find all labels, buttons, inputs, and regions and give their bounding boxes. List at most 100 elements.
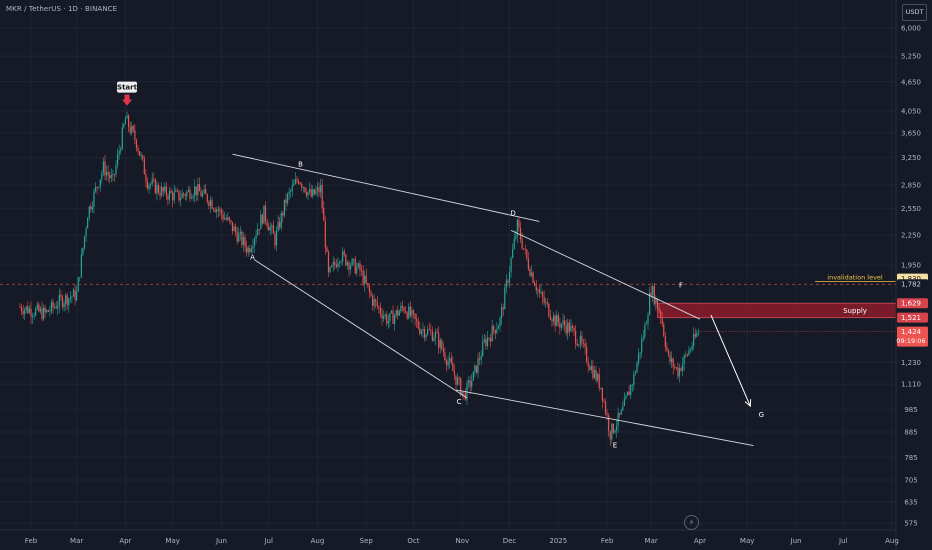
candle-body bbox=[351, 259, 353, 266]
candle-body bbox=[187, 189, 190, 192]
candle-body bbox=[501, 307, 503, 318]
candle-body bbox=[79, 277, 81, 279]
candle-body bbox=[436, 331, 438, 333]
candle-body bbox=[227, 217, 229, 220]
wave-point-label: F bbox=[679, 281, 683, 289]
candle-body bbox=[455, 375, 457, 385]
candle-body bbox=[286, 193, 289, 204]
projection-arrow bbox=[710, 314, 751, 407]
price-label-box bbox=[897, 279, 928, 290]
candle-body bbox=[368, 285, 371, 292]
candle-body bbox=[521, 239, 523, 249]
candle-body bbox=[370, 291, 372, 296]
candle-body bbox=[671, 358, 673, 363]
candle-body bbox=[486, 337, 489, 346]
candle-body bbox=[636, 362, 638, 373]
candle-body bbox=[545, 301, 547, 303]
candle-body bbox=[534, 282, 536, 286]
candle-body bbox=[554, 315, 556, 327]
invalidation-label: invalidation level bbox=[827, 274, 883, 282]
price-label-box bbox=[897, 298, 928, 309]
candle-body bbox=[91, 206, 93, 210]
candle-body bbox=[230, 220, 232, 222]
candle-body bbox=[560, 324, 563, 328]
candle-body bbox=[606, 413, 608, 416]
price-tick-label: 3,650 bbox=[901, 129, 921, 137]
candle-body bbox=[96, 186, 98, 188]
supply-label: Supply bbox=[843, 307, 867, 315]
candle-body bbox=[150, 183, 152, 185]
candle-body bbox=[584, 343, 586, 348]
candle-body bbox=[320, 185, 322, 193]
candle-body bbox=[357, 263, 359, 268]
candle-body bbox=[485, 339, 487, 346]
candle-body bbox=[568, 322, 570, 332]
candle-body bbox=[431, 331, 433, 341]
candle-body bbox=[57, 306, 59, 309]
candle-body bbox=[398, 311, 400, 316]
price-tick-label: 2,250 bbox=[901, 232, 921, 240]
candle-body bbox=[241, 231, 243, 245]
symbol-title[interactable]: MKR / TetherUS · 1D · BINANCE bbox=[6, 5, 118, 13]
time-tick-label: Feb bbox=[25, 537, 38, 545]
candle-body bbox=[321, 185, 323, 208]
candle-body bbox=[124, 118, 127, 125]
candle-body bbox=[115, 165, 117, 175]
candle-body bbox=[189, 189, 191, 199]
wave-point-label: D bbox=[510, 209, 515, 217]
candle-body bbox=[631, 384, 633, 386]
candle-body bbox=[549, 316, 552, 320]
candle-body bbox=[362, 270, 364, 285]
candle-body bbox=[113, 174, 116, 176]
candle-body bbox=[488, 337, 490, 339]
candle-body bbox=[376, 301, 378, 307]
candle-body bbox=[316, 187, 319, 191]
candle-body bbox=[107, 172, 109, 176]
time-tick-label: Jun bbox=[790, 537, 802, 545]
candle-body bbox=[342, 251, 344, 262]
candle-body bbox=[466, 382, 468, 400]
candle-body bbox=[282, 212, 284, 216]
candle-body bbox=[22, 311, 24, 315]
trend-line bbox=[254, 259, 468, 399]
candle-body bbox=[170, 190, 172, 193]
currency-button[interactable]: USDT bbox=[902, 4, 927, 21]
candle-body bbox=[146, 181, 149, 189]
candle-body bbox=[442, 348, 444, 353]
candle-body bbox=[220, 209, 223, 215]
candle-body bbox=[127, 115, 130, 128]
candle-body bbox=[696, 333, 698, 337]
candle-body bbox=[139, 151, 141, 156]
candle-body bbox=[27, 306, 29, 314]
candle-body bbox=[567, 322, 569, 334]
candle-body bbox=[353, 258, 355, 260]
candlestick-series bbox=[19, 111, 699, 447]
candle-body bbox=[571, 325, 574, 328]
candle-body bbox=[258, 229, 260, 230]
candle-body bbox=[274, 233, 276, 246]
candle-body bbox=[94, 186, 97, 192]
candle-body bbox=[33, 315, 35, 317]
tradingview-lightning-icon[interactable]: ⚡ bbox=[684, 515, 699, 530]
candle-body bbox=[625, 395, 627, 399]
candle-body bbox=[156, 184, 158, 194]
candle-body bbox=[373, 299, 375, 306]
candle-body bbox=[102, 161, 105, 173]
candle-body bbox=[219, 209, 221, 211]
candle-body bbox=[173, 191, 175, 201]
candle-body bbox=[310, 189, 312, 197]
candle-body bbox=[200, 191, 202, 197]
candle-body bbox=[157, 184, 160, 193]
candle-body bbox=[44, 307, 46, 313]
candle-body bbox=[145, 174, 147, 182]
candle-body bbox=[597, 373, 599, 381]
candle-body bbox=[228, 217, 230, 221]
time-axis[interactable]: Feb Mar Apr May Jun Jul Aug Sep Oct Nov Dec 2025 Feb… bbox=[25, 537, 899, 545]
candle-body bbox=[482, 341, 484, 357]
time-tick-label: Oct bbox=[407, 537, 419, 545]
candle-body bbox=[55, 306, 57, 309]
candle-body bbox=[137, 147, 139, 152]
candle-body bbox=[658, 308, 660, 312]
